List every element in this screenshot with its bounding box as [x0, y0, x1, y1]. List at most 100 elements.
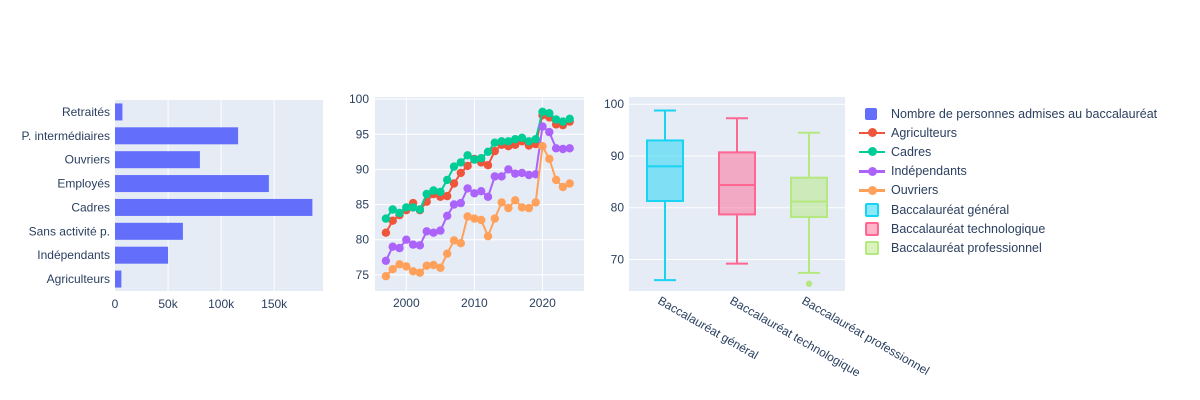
bar-employ-s[interactable] — [115, 175, 269, 193]
point-agriculteurs[interactable] — [463, 161, 472, 171]
point-ouvriers[interactable] — [490, 214, 499, 223]
point-cadres[interactable] — [470, 155, 479, 164]
legend-item-cadres[interactable]: Cadres — [858, 142, 1157, 161]
point-cadres[interactable] — [504, 137, 513, 146]
legend-item-baccalaur-at-professionnel[interactable]: Baccalauréat professionnel — [858, 238, 1157, 257]
point-ouvriers[interactable] — [545, 154, 554, 164]
point-ouvriers[interactable] — [456, 239, 465, 248]
point-agriculteurs[interactable] — [490, 146, 499, 156]
point-agriculteurs[interactable] — [483, 161, 493, 170]
point-ouvriers[interactable] — [449, 236, 459, 245]
point-ouvriers[interactable] — [415, 268, 425, 277]
point-cadres[interactable] — [511, 135, 520, 144]
point-ind-pendants[interactable] — [422, 227, 431, 236]
point-ind-pendants[interactable] — [565, 144, 574, 153]
point-ouvriers[interactable] — [443, 249, 452, 258]
point-ouvriers[interactable] — [436, 263, 445, 272]
bar-ouvriers[interactable] — [115, 151, 200, 169]
point-ind-pendants[interactable] — [463, 184, 472, 193]
point-ouvriers[interactable] — [381, 272, 391, 281]
point-ouvriers[interactable] — [463, 212, 472, 221]
point-ouvriers[interactable] — [470, 214, 479, 223]
point-ind-pendants[interactable] — [429, 228, 438, 237]
box-baccalaur-at-g-n-ral[interactable] — [646, 109, 684, 282]
point-ouvriers[interactable] — [531, 198, 540, 207]
point-cadres[interactable] — [443, 175, 452, 185]
point-ouvriers[interactable] — [429, 260, 438, 270]
point-ind-pendants[interactable] — [456, 198, 465, 208]
box-body[interactable] — [718, 151, 756, 216]
point-cadres[interactable] — [483, 147, 493, 156]
point-agriculteurs[interactable] — [388, 216, 397, 225]
point-ind-pendants[interactable] — [517, 168, 527, 178]
point-ind-pendants[interactable] — [395, 243, 404, 253]
point-cadres[interactable] — [517, 133, 527, 142]
bar-retrait-s[interactable] — [115, 103, 123, 121]
point-ouvriers[interactable] — [422, 261, 431, 270]
point-ind-pendants[interactable] — [449, 200, 459, 209]
point-agriculteurs[interactable] — [449, 179, 459, 188]
point-cadres[interactable] — [497, 137, 506, 146]
point-cadres[interactable] — [408, 203, 418, 212]
point-ouvriers[interactable] — [483, 232, 493, 241]
point-cadres[interactable] — [524, 137, 534, 146]
point-cadres[interactable] — [565, 114, 574, 123]
point-cadres[interactable] — [463, 151, 472, 160]
bar-agriculteurs[interactable] — [115, 270, 122, 288]
bar-ind-pendants[interactable] — [115, 246, 169, 264]
point-cadres[interactable] — [436, 187, 445, 197]
point-cadres[interactable] — [395, 208, 404, 218]
bar-p-interm-diaires[interactable] — [115, 127, 239, 145]
point-cadres[interactable] — [381, 214, 391, 223]
point-ouvriers[interactable] — [388, 265, 397, 274]
point-ouvriers[interactable] — [402, 262, 411, 271]
legend-item-nombre-de-personnes-admises-au-baccalaur-at[interactable]: Nombre de personnes admises au baccalaur… — [858, 104, 1157, 123]
point-ind-pendants[interactable] — [443, 211, 452, 220]
legend-item-ouvriers[interactable]: Ouvriers — [858, 181, 1157, 200]
point-cadres[interactable] — [388, 205, 397, 214]
point-cadres[interactable] — [429, 186, 438, 195]
point-ind-pendants[interactable] — [531, 170, 540, 179]
point-ouvriers[interactable] — [511, 196, 520, 205]
point-ouvriers[interactable] — [538, 142, 547, 151]
point-cadres[interactable] — [422, 189, 431, 199]
point-cadres[interactable] — [531, 135, 540, 144]
point-cadres[interactable] — [456, 158, 465, 167]
point-ouvriers[interactable] — [395, 260, 404, 269]
point-ouvriers[interactable] — [408, 267, 418, 276]
point-ind-pendants[interactable] — [511, 169, 520, 178]
point-ind-pendants[interactable] — [483, 192, 493, 201]
point-ind-pendants[interactable] — [436, 226, 445, 235]
point-ouvriers[interactable] — [504, 203, 513, 213]
point-agriculteurs[interactable] — [456, 168, 465, 178]
point-ind-pendants[interactable] — [477, 187, 486, 196]
bar-sans-activit-p-[interactable] — [115, 222, 183, 240]
point-cadres[interactable] — [449, 162, 459, 171]
point-cadres[interactable] — [402, 203, 411, 212]
point-ind-pendants[interactable] — [381, 256, 391, 265]
legend-item-baccalaur-at-technologique[interactable]: Baccalauréat technologique — [858, 219, 1157, 238]
point-ind-pendants[interactable] — [504, 165, 513, 174]
point-ind-pendants[interactable] — [497, 172, 506, 181]
outlier-point[interactable] — [805, 280, 813, 287]
point-agriculteurs[interactable] — [443, 191, 452, 201]
point-cadres[interactable] — [415, 205, 425, 214]
bar-cadres[interactable] — [115, 198, 313, 216]
point-ind-pendants[interactable] — [538, 122, 547, 131]
point-agriculteurs[interactable] — [381, 228, 391, 237]
legend-item-agriculteurs[interactable]: Agriculteurs — [858, 123, 1157, 142]
box-baccalaur-at-technologique[interactable] — [718, 117, 756, 265]
point-ind-pendants[interactable] — [551, 144, 561, 153]
point-cadres[interactable] — [477, 154, 486, 163]
point-cadres[interactable] — [490, 138, 499, 147]
point-ouvriers[interactable] — [551, 175, 561, 185]
box-body[interactable] — [646, 139, 684, 202]
point-ind-pendants[interactable] — [490, 172, 499, 181]
point-cadres[interactable] — [558, 117, 568, 126]
point-ind-pendants[interactable] — [388, 242, 397, 251]
point-cadres[interactable] — [551, 115, 561, 124]
point-ind-pendants[interactable] — [470, 189, 479, 198]
point-ouvriers[interactable] — [524, 203, 534, 213]
point-ouvriers[interactable] — [517, 203, 527, 212]
point-ind-pendants[interactable] — [558, 144, 568, 154]
